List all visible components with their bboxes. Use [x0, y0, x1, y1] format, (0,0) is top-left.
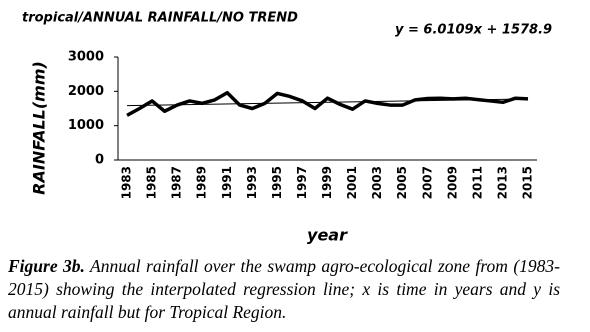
x-tick-label: 2007: [420, 166, 434, 199]
x-axis-label: year: [307, 226, 348, 245]
x-tick-label: 2003: [370, 166, 384, 199]
x-tick-label: 1983: [120, 166, 134, 199]
y-tick-label: 2000: [68, 84, 104, 99]
chart: tropical/ANNUAL RAINFALL/NO TREND y = 6.…: [22, 11, 552, 245]
x-tick-label: 1995: [270, 166, 284, 199]
y-tick-label: 1000: [68, 118, 104, 133]
caption-label: Figure 3b.: [8, 256, 85, 276]
y-axis-label: RAINFALL(mm): [30, 61, 49, 195]
y-tick-label: 0: [95, 153, 104, 168]
y-tick-label: 3000: [68, 50, 104, 65]
x-tick-label: 2011: [470, 166, 484, 199]
x-tick-label: 1989: [195, 166, 209, 199]
trend-equation: y = 6.0109x + 1578.9: [395, 23, 552, 38]
x-tick-label: 1993: [245, 166, 259, 199]
x-tick-label: 1987: [170, 166, 184, 199]
caption: Figure 3b. Annual rainfall over the swam…: [8, 255, 560, 324]
x-tick-label: 2013: [495, 166, 509, 199]
data-line: [126, 90, 529, 117]
chart-title: tropical/ANNUAL RAINFALL/NO TREND: [22, 11, 298, 26]
x-tick-label: 1991: [220, 166, 234, 199]
x-tick-label: 1999: [320, 166, 334, 199]
x-tick-label: 2005: [395, 166, 409, 199]
x-tick-label: 1997: [295, 166, 309, 199]
x-tick-label: 2001: [345, 166, 359, 199]
x-tick-label: 2015: [521, 166, 535, 199]
x-tick-label: 1985: [145, 166, 159, 199]
caption-text: Annual rainfall over the swamp agro-ecol…: [8, 256, 560, 322]
trend-line: [126, 98, 529, 107]
x-tick-label: 2009: [445, 166, 459, 199]
